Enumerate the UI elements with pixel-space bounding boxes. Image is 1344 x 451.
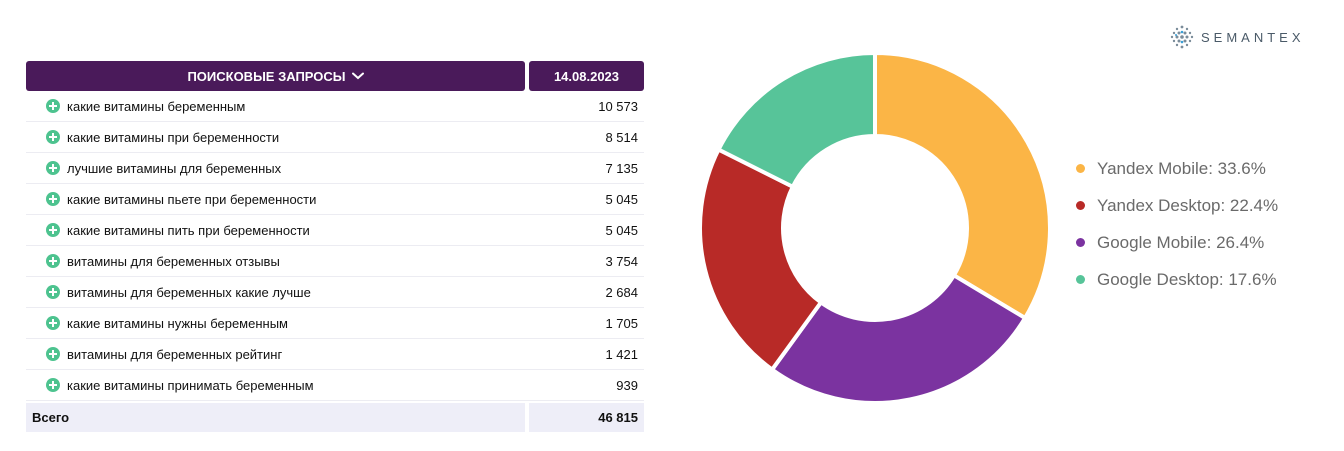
- donut-slice-yandex-mobile: [873, 55, 1052, 321]
- legend-item: Google Desktop: 17.6%: [1076, 261, 1278, 298]
- query-text: лучшие витамины для беременных: [67, 160, 282, 176]
- legend-swatch: [1076, 275, 1085, 284]
- semantex-logo-icon: [1170, 25, 1194, 49]
- legend-label: Google Desktop: 17.6%: [1097, 269, 1277, 289]
- query-text: какие витамины нужны беременным: [67, 315, 288, 331]
- query-volume: 8 514: [605, 129, 638, 145]
- query-text: витамины для беременных какие лучше: [67, 284, 311, 300]
- query-column-title: ПОИСКОВЫЕ ЗАПРОСЫ: [187, 68, 346, 84]
- legend-label: Google Mobile: 26.4%: [1097, 232, 1265, 252]
- add-plus-icon[interactable]: [46, 347, 60, 361]
- table-body: какие витамины беременным 10 573 какие вит…: [26, 91, 644, 401]
- table-total-row: Всего 46 815: [26, 403, 644, 432]
- add-plus-icon[interactable]: [46, 130, 60, 144]
- add-plus-icon[interactable]: [46, 378, 60, 392]
- legend-swatch: [1076, 238, 1085, 247]
- table-row: витамины для беременных отзывы 3 754: [26, 246, 644, 277]
- total-label: Всего: [26, 403, 525, 432]
- total-value: 46 815: [529, 403, 644, 432]
- query-text: витамины для беременных отзывы: [67, 253, 280, 269]
- table-row: какие витамины принимать беременным 939: [26, 370, 644, 401]
- add-plus-icon[interactable]: [46, 285, 60, 299]
- query-volume: 10 573: [598, 98, 638, 114]
- legend-label: Yandex Desktop: 22.4%: [1097, 195, 1279, 215]
- query-column-header[interactable]: ПОИСКОВЫЕ ЗАПРОСЫ: [26, 61, 525, 91]
- table-row: какие витамины беременным 10 573: [26, 91, 644, 122]
- semantex-logo: SEMANTEX: [1169, 24, 1305, 50]
- add-plus-icon[interactable]: [46, 192, 60, 206]
- query-volume: 1 705: [605, 315, 638, 331]
- query-text: какие витамины пьете при беременности: [67, 191, 317, 207]
- donut-slice-yandex-desktop: [698, 146, 824, 373]
- query-text: какие витамины принимать беременным: [67, 377, 314, 393]
- legend-label: Yandex Mobile: 33.6%: [1097, 158, 1266, 178]
- add-plus-icon[interactable]: [46, 316, 60, 330]
- query-volume: 3 754: [605, 253, 638, 269]
- chart-legend: Yandex Mobile: 33.6% Yandex Desktop: 22.4…: [1076, 150, 1278, 298]
- query-text: какие витамины пить при беременности: [67, 222, 310, 238]
- add-plus-icon[interactable]: [46, 223, 60, 237]
- table-row: какие витамины пьете при беременности 5 0…: [26, 184, 644, 215]
- table-row: какие витамины нужны беременным 1 705: [26, 308, 644, 339]
- chevron-down-icon[interactable]: [351, 72, 364, 80]
- query-volume: 1 421: [605, 346, 638, 362]
- query-text: какие витамины беременным: [67, 98, 246, 114]
- table-row: какие витамины пить при беременности 5 04…: [26, 215, 644, 246]
- table-row: лучшие витамины для беременных 7 135: [26, 153, 644, 184]
- donut-slice-google-desktop: [715, 55, 877, 190]
- search-queries-table: ПОИСКОВЫЕ ЗАПРОСЫ 14.08.2023 какие витам…: [26, 61, 644, 432]
- legend-swatch: [1076, 201, 1085, 210]
- table-header: ПОИСКОВЫЕ ЗАПРОСЫ 14.08.2023: [26, 61, 644, 91]
- query-volume: 2 684: [605, 284, 638, 300]
- brand-name: SEMANTEX: [1201, 29, 1305, 45]
- add-plus-icon[interactable]: [46, 99, 60, 113]
- donut-slice-google-mobile: [769, 272, 1028, 405]
- query-volume: 939: [616, 377, 638, 393]
- query-volume: 5 045: [605, 191, 638, 207]
- table-row: какие витамины при беременности 8 514: [26, 122, 644, 153]
- date-column-header: 14.08.2023: [529, 61, 644, 91]
- table-row: витамины для беременных какие лучше 2 684: [26, 277, 644, 308]
- legend-item: Google Mobile: 26.4%: [1076, 224, 1278, 261]
- legend-item: Yandex Desktop: 22.4%: [1076, 187, 1278, 224]
- traffic-share-donut-chart: [698, 55, 1052, 405]
- query-volume: 7 135: [605, 160, 638, 176]
- query-text: какие витамины при беременности: [67, 129, 280, 145]
- table-row: витамины для беременных рейтинг 1 421: [26, 339, 644, 370]
- add-plus-icon[interactable]: [46, 161, 60, 175]
- add-plus-icon[interactable]: [46, 254, 60, 268]
- legend-item: Yandex Mobile: 33.6%: [1076, 150, 1278, 187]
- query-volume: 5 045: [605, 222, 638, 238]
- legend-swatch: [1076, 164, 1085, 173]
- query-text: витамины для беременных рейтинг: [67, 346, 283, 362]
